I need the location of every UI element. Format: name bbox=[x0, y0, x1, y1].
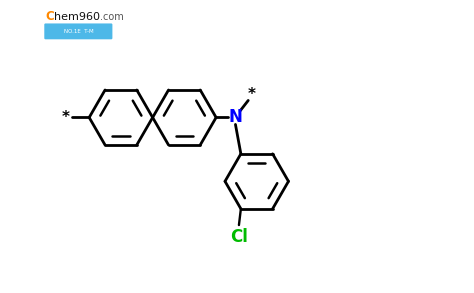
Text: *: * bbox=[248, 87, 256, 102]
FancyBboxPatch shape bbox=[44, 23, 112, 39]
Text: N: N bbox=[228, 108, 242, 127]
Text: hem960: hem960 bbox=[54, 12, 100, 22]
Text: C: C bbox=[46, 10, 54, 23]
Text: .com: .com bbox=[100, 12, 124, 22]
Text: *: * bbox=[61, 110, 69, 125]
Text: Cl: Cl bbox=[230, 228, 248, 246]
Text: NO.1E  T-M: NO.1E T-M bbox=[64, 29, 93, 34]
